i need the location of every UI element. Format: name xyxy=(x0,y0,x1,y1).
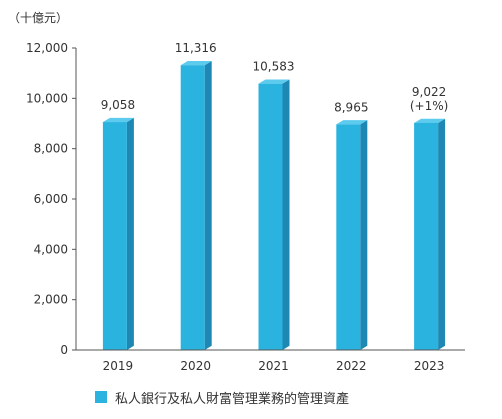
value-label: 8,965 xyxy=(334,100,368,114)
value-label: 9,022 xyxy=(412,85,446,99)
legend-swatch xyxy=(95,391,107,403)
y-tick-label: 10,000 xyxy=(26,91,68,105)
x-tick-label: 2020 xyxy=(180,359,211,373)
value-label: 9,058 xyxy=(101,98,135,112)
y-tick-label: 2,000 xyxy=(34,293,68,307)
bar-2021 xyxy=(258,79,290,350)
unit-label: （十億元） xyxy=(8,11,68,25)
bar-side xyxy=(360,120,368,350)
legend-label: 私人銀行及私人財富管理業務的管理資產 xyxy=(115,391,350,407)
legend: 私人銀行及私人財富管理業務的管理資產 xyxy=(95,388,350,407)
y-tick-label: 0 xyxy=(60,343,68,357)
x-tick-label: 2023 xyxy=(414,359,445,373)
bar-front xyxy=(258,83,283,350)
x-tick-label: 2019 xyxy=(103,359,134,373)
bar-2023 xyxy=(414,118,446,350)
bar-top xyxy=(414,118,446,123)
x-tick-label: 2022 xyxy=(336,359,367,373)
y-axis-ticks: 0 2,000 4,000 6,000 8,000 10,000 12,000 xyxy=(26,41,76,357)
bar-side xyxy=(204,61,212,350)
y-tick-label: 8,000 xyxy=(34,142,68,156)
value-label: 10,583 xyxy=(253,60,295,74)
bar-2020 xyxy=(180,61,212,351)
bar-2022 xyxy=(336,120,368,351)
bar-side xyxy=(126,117,134,350)
bar-top xyxy=(336,120,368,125)
bar-front xyxy=(414,122,439,350)
bar-2019 xyxy=(102,117,134,350)
bars: 9,058 11,316 10,583 8,965 9,022(+1%) xyxy=(101,41,448,351)
bar-front xyxy=(102,122,127,350)
bar-top xyxy=(258,79,290,84)
bar-front xyxy=(180,65,205,351)
bar-front xyxy=(336,124,361,351)
y-tick-label: 12,000 xyxy=(26,41,68,55)
bar-side xyxy=(282,79,290,350)
bar-top xyxy=(102,117,134,123)
x-axis-ticks: 2019 2020 2021 2022 2023 xyxy=(103,359,445,373)
bar-top xyxy=(180,61,212,66)
bar-side xyxy=(438,118,446,350)
x-tick-label: 2021 xyxy=(258,359,289,373)
change-annotation: (+1%) xyxy=(410,99,448,113)
y-tick-label: 6,000 xyxy=(34,192,68,206)
value-label: 11,316 xyxy=(175,41,217,55)
y-tick-label: 4,000 xyxy=(34,242,68,256)
